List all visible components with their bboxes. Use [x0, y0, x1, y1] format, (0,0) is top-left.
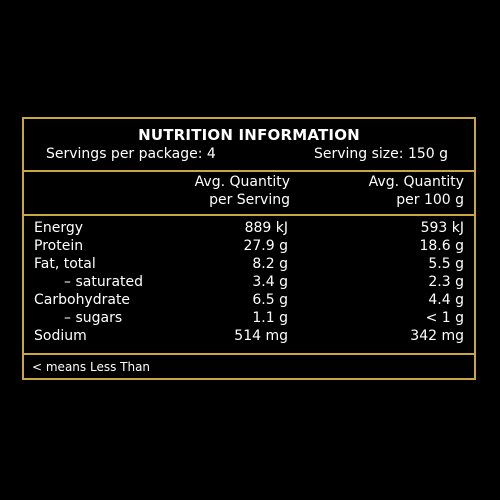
nutrient-name: Carbohydrate: [34, 292, 131, 308]
per-serving-value: 514 mg: [234, 328, 288, 344]
per-100g-value: 342 mg: [410, 328, 464, 344]
per-serving-value: 6.5 g: [252, 292, 288, 308]
col-per-serving-header: Avg. Quantity per Serving: [195, 173, 290, 209]
per-100g-value: 18.6 g: [419, 238, 464, 254]
nutrition-panel: NUTRITION INFORMATION Servings per packa…: [22, 117, 476, 380]
per-100g-value: < 1 g: [425, 310, 464, 326]
servings-per-package: Servings per package: 4: [46, 146, 216, 162]
col-per-serving-header-line1: Avg. Quantity: [194, 174, 290, 190]
table-row: – saturated 3.4 g 2.3 g: [24, 273, 474, 291]
table-row: Energy 889 kJ 593 kJ: [24, 219, 474, 237]
table-row: Fat, total 8.2 g 5.5 g: [24, 255, 474, 273]
nutrient-rows: Energy 889 kJ 593 kJ Protein 27.9 g 18.6…: [24, 219, 474, 355]
panel-header: NUTRITION INFORMATION Servings per packa…: [24, 119, 474, 172]
nutrient-name: Energy: [34, 220, 84, 236]
col-per-100g-header-line1: Avg. Quantity: [368, 174, 464, 190]
nutrient-name: Sodium: [34, 328, 87, 344]
table-row: Protein 27.9 g 18.6 g: [24, 237, 474, 255]
per-100g-value: 5.5 g: [428, 256, 464, 272]
per-serving-value: 1.1 g: [252, 310, 288, 326]
per-100g-value: 593 kJ: [420, 220, 464, 236]
per-serving-value: 3.4 g: [252, 274, 288, 290]
serving-size: Serving size: 150 g: [313, 146, 448, 162]
footnote: < means Less Than: [32, 360, 151, 374]
nutrient-name: Fat, total: [34, 256, 96, 272]
col-per-serving-header-line2: per Serving: [209, 192, 290, 208]
per-100g-value: 4.4 g: [428, 292, 464, 308]
col-per-100g-header: Avg. Quantity per 100 g: [369, 173, 464, 209]
per-serving-value: 27.9 g: [243, 238, 288, 254]
nutrient-name: Protein: [34, 238, 84, 254]
table-row: Sodium 514 mg 342 mg: [24, 327, 474, 345]
column-headers: Avg. Quantity per Serving Avg. Quantity …: [24, 170, 474, 216]
col-per-100g-header-line2: per 100 g: [396, 192, 464, 208]
per-100g-value: 2.3 g: [428, 274, 464, 290]
table-row: – sugars 1.1 g < 1 g: [24, 309, 474, 327]
per-serving-value: 8.2 g: [252, 256, 288, 272]
nutrient-name: – saturated: [64, 274, 144, 290]
per-serving-value: 889 kJ: [244, 220, 288, 236]
nutrient-name: – sugars: [64, 310, 123, 326]
panel-title: NUTRITION INFORMATION: [138, 126, 360, 144]
table-row: Carbohydrate 6.5 g 4.4 g: [24, 291, 474, 309]
